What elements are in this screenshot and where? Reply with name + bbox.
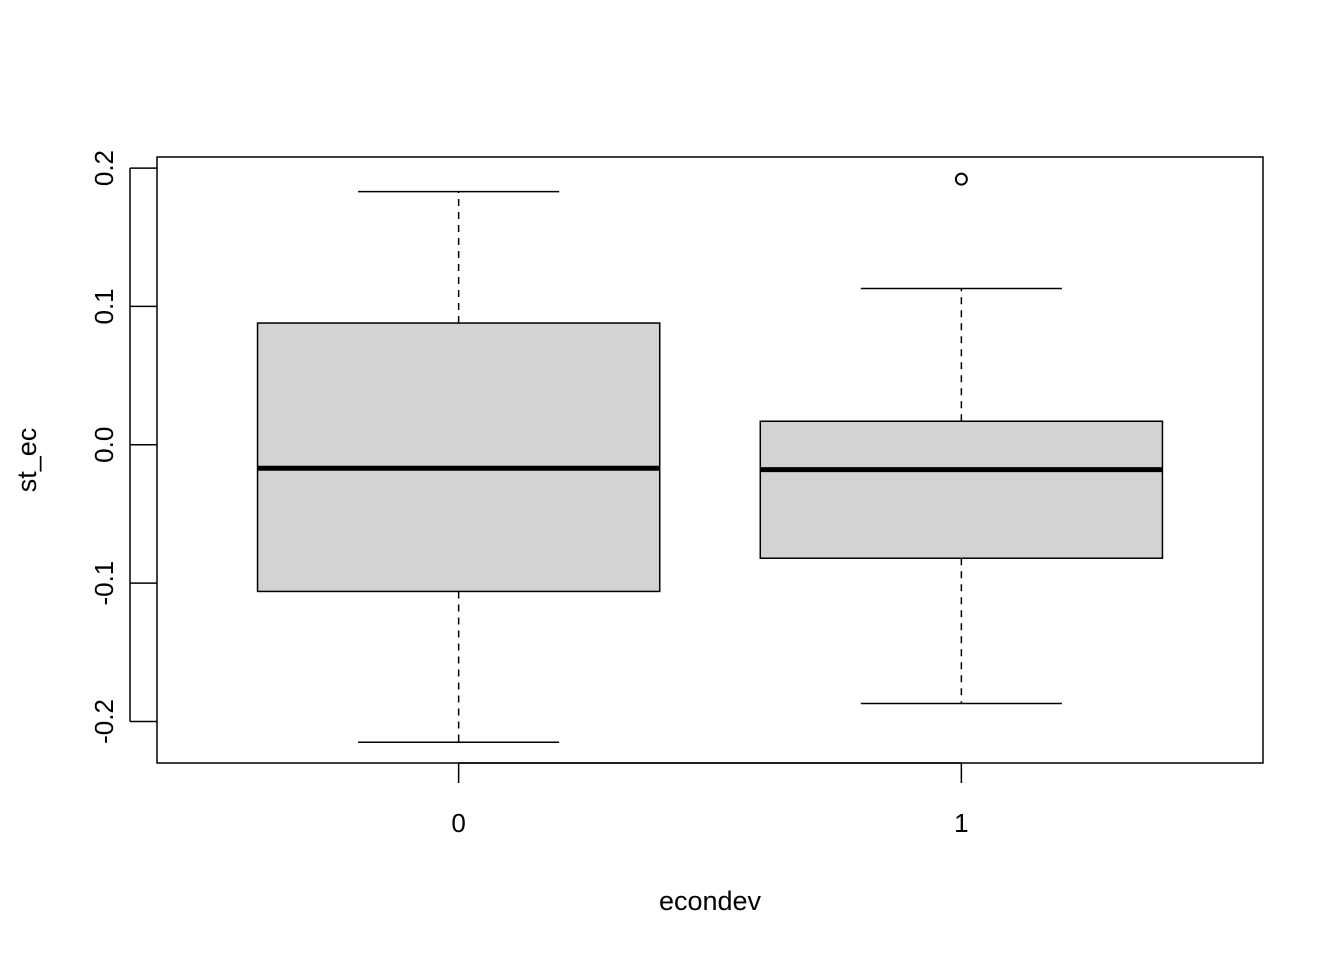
iqr-box: [759, 420, 1164, 559]
y-tick-label: -0.2: [89, 699, 119, 744]
iqr-box: [256, 322, 661, 593]
outlier-point: [954, 172, 968, 186]
boxes: [256, 172, 1164, 743]
x-axis-title: econdev: [659, 886, 762, 916]
y-axis-title: st_ec: [12, 428, 42, 493]
box-group-0: [256, 190, 661, 743]
y-tick-label: -0.1: [89, 561, 119, 606]
x-tick-label: 0: [451, 808, 465, 838]
y-tick-label: 0.2: [89, 150, 119, 186]
y-axis: -0.2 -0.1 0.0 0.1 0.2: [89, 150, 157, 744]
y-tick-label: 0.0: [89, 427, 119, 463]
y-tick-label: 0.1: [89, 288, 119, 324]
box-group-1: [759, 172, 1164, 705]
x-tick-label: 1: [954, 808, 968, 838]
